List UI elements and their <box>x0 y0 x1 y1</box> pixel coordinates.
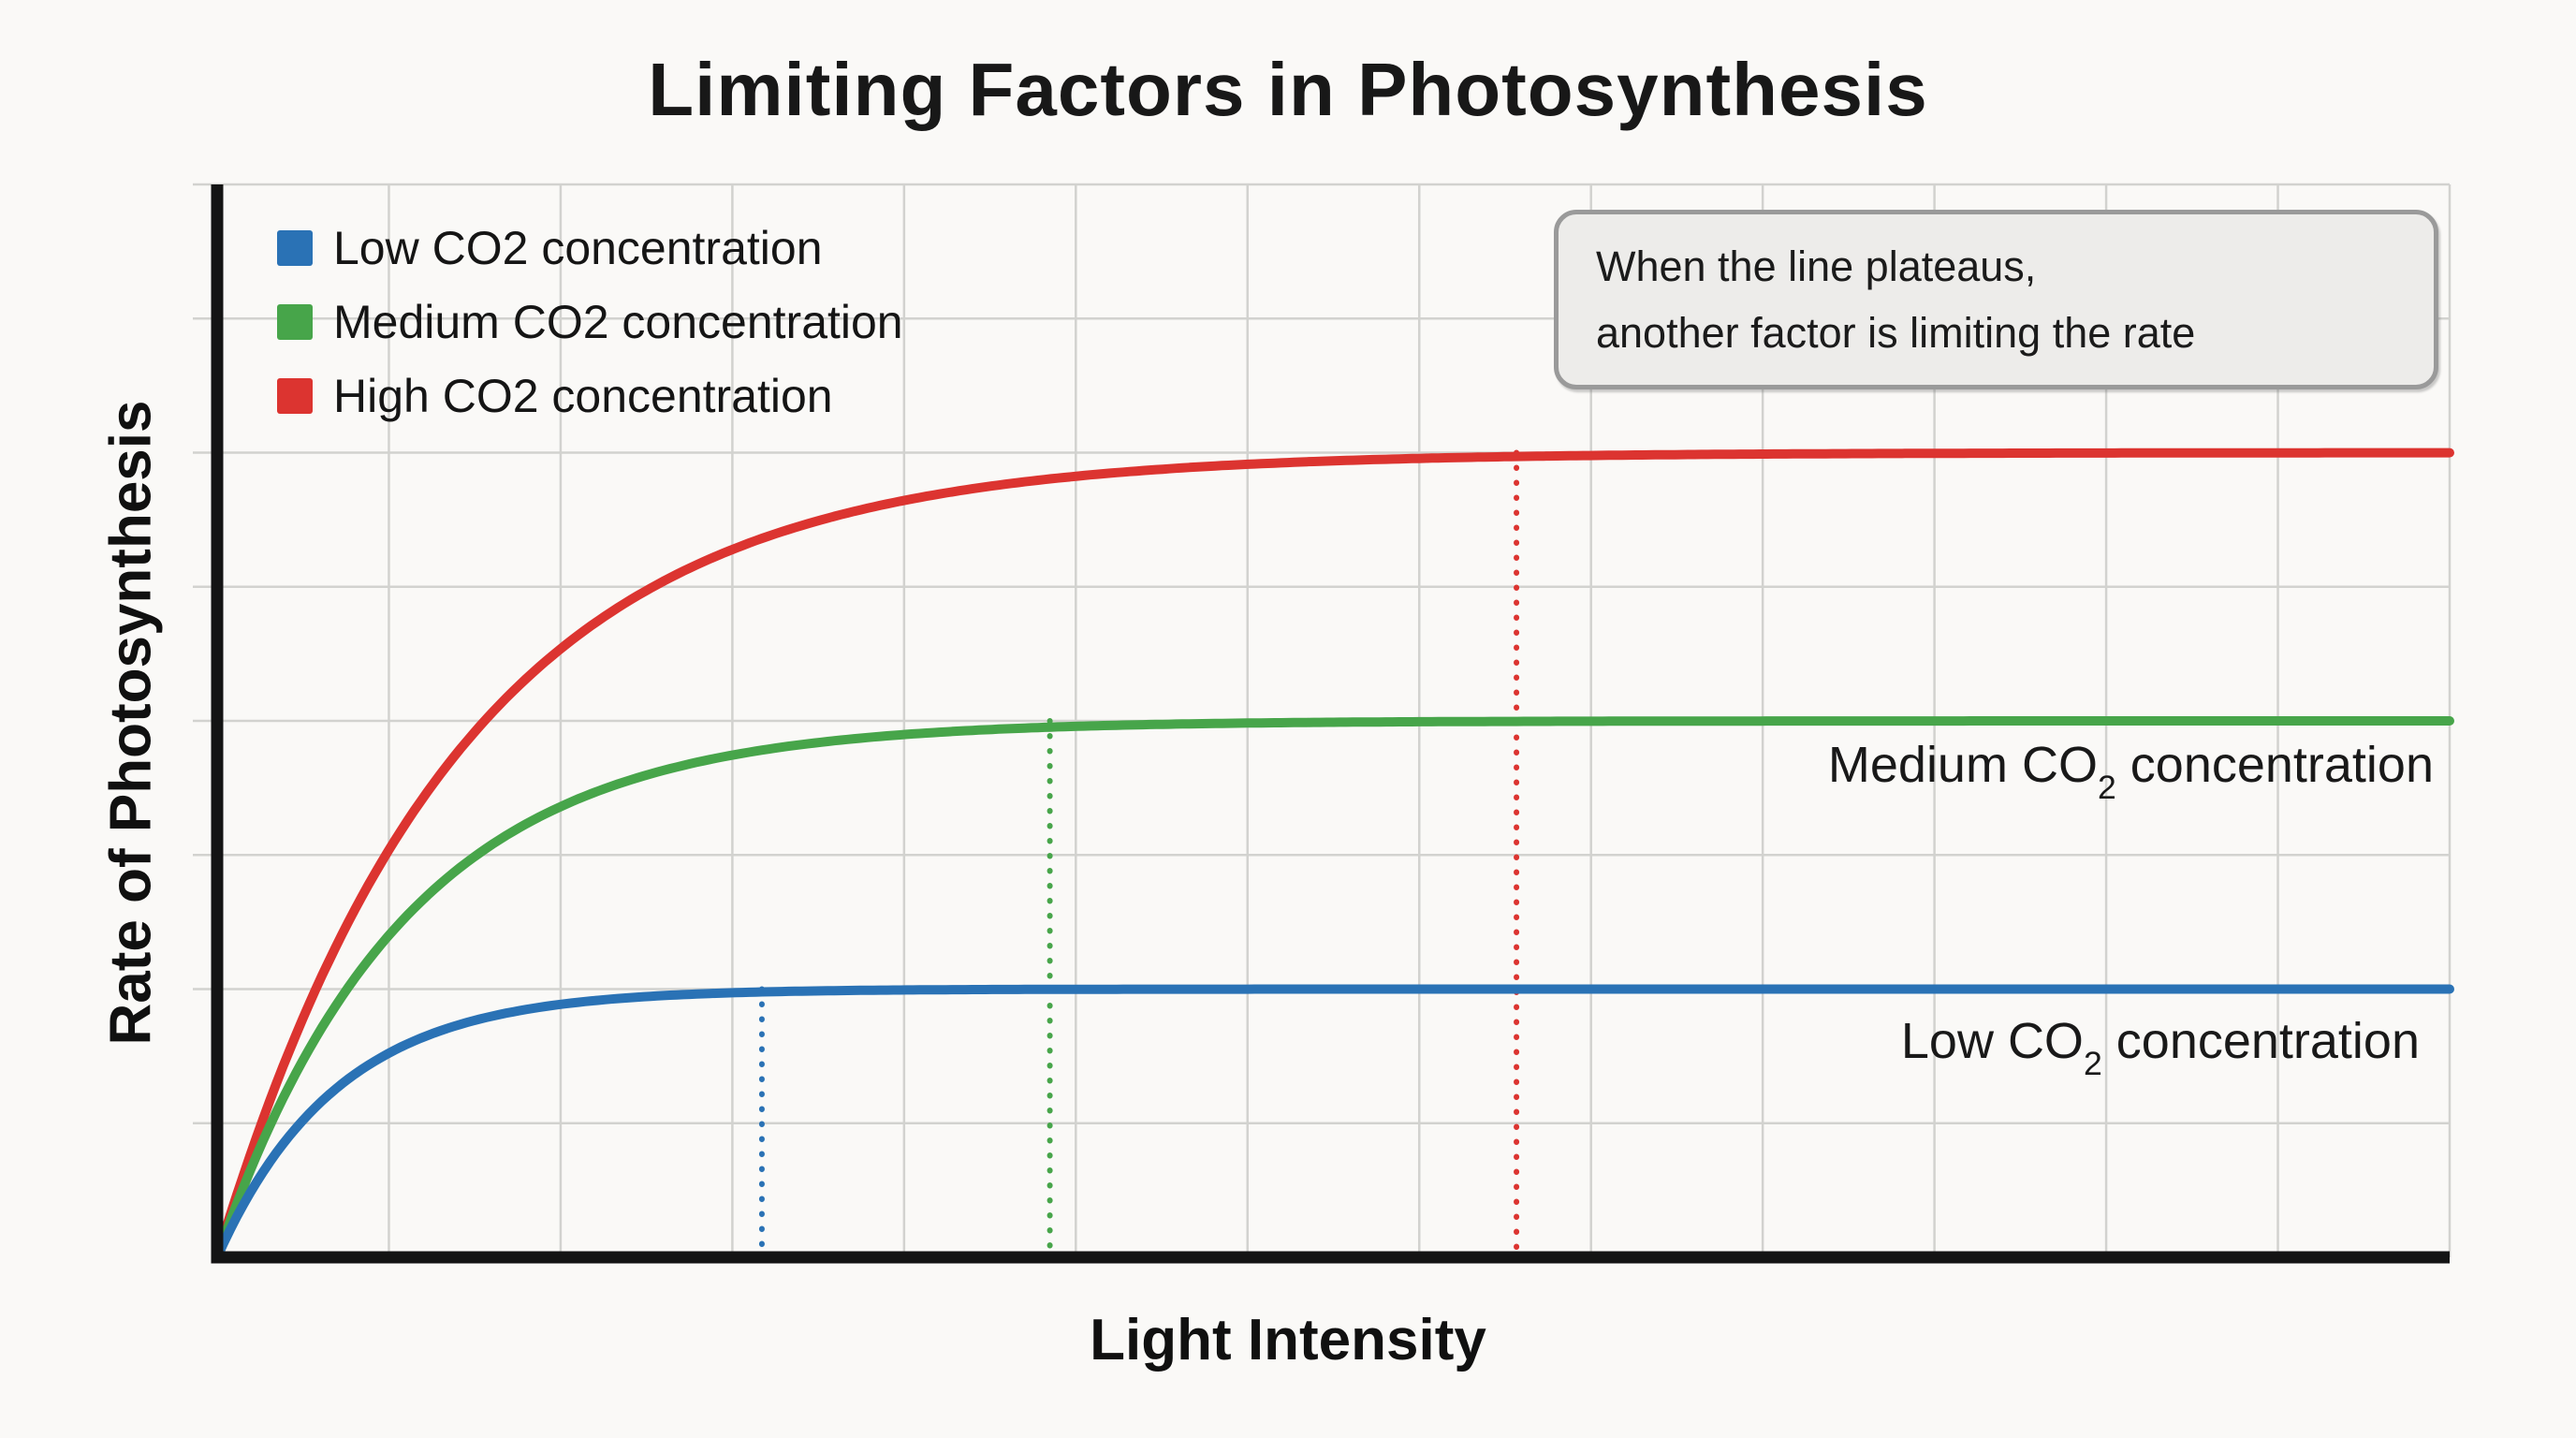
curve-low <box>212 984 2454 1262</box>
legend-item-medium: Medium CO2 concentration <box>277 299 903 345</box>
curve-medium <box>212 716 2454 1262</box>
annotation-box: When the line plateaus, another factor i… <box>1554 210 2438 389</box>
legend-label-medium: Medium CO2 concentration <box>333 296 903 348</box>
legend-item-low: Low CO2 concentration <box>277 225 903 271</box>
curve-label-low: Low CO2 concentration <box>1900 1013 2420 1083</box>
page-title: Limiting Factors in Photosynthesis <box>648 48 1928 131</box>
legend-label-high: High CO2 concentration <box>333 370 833 422</box>
legend-swatch-low-icon <box>277 230 313 266</box>
annotation-line-2: another factor is limiting the rate <box>1596 309 2196 357</box>
y-axis-label: Rate of Photosynthesis <box>98 400 164 1046</box>
legend-swatch-high-icon <box>277 378 313 414</box>
annotation-line-1: When the line plateaus, <box>1596 242 2037 290</box>
legend-swatch-medium-icon <box>277 304 313 340</box>
legend-item-high: High CO2 concentration <box>277 373 903 419</box>
legend: Low CO2 concentration Medium CO2 concent… <box>277 225 903 452</box>
legend-label-low: Low CO2 concentration <box>333 222 823 274</box>
curve-high <box>212 448 2454 1262</box>
curve-label-medium: Medium CO2 concentration <box>1827 737 2434 807</box>
x-axis-label: Light Intensity <box>1090 1308 1486 1372</box>
